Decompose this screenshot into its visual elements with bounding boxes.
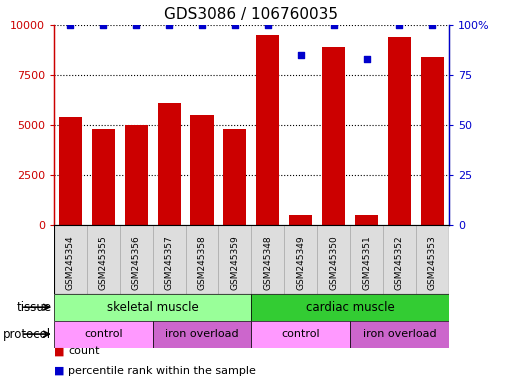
Point [428,22,437,28]
Bar [152,321,251,348]
Bar [223,129,246,225]
Bar [87,225,120,294]
Text: ■: ■ [54,346,64,356]
Point [363,56,371,62]
Point [264,22,272,28]
Bar [355,215,378,225]
Text: GSM245358: GSM245358 [198,235,207,290]
Bar [54,294,251,321]
Bar [388,37,411,225]
Bar [416,225,449,294]
Text: GSM245355: GSM245355 [98,235,108,290]
Text: count: count [68,346,100,356]
Text: GSM245356: GSM245356 [132,235,141,290]
Text: GSM245352: GSM245352 [395,235,404,290]
Point [132,22,140,28]
Bar [219,225,251,294]
Text: tissue: tissue [16,301,51,314]
Bar [251,225,284,294]
Bar [157,103,181,225]
Bar [251,294,449,321]
Bar [284,225,317,294]
Bar [350,225,383,294]
Text: percentile rank within the sample: percentile rank within the sample [68,366,256,376]
Bar [54,321,153,348]
Bar [322,47,345,225]
Text: cardiac muscle: cardiac muscle [306,301,394,314]
Bar [383,225,416,294]
Point [66,22,74,28]
Bar [92,129,115,225]
Text: GSM245350: GSM245350 [329,235,338,290]
Text: GSM245357: GSM245357 [165,235,173,290]
Bar [152,225,186,294]
Bar [289,215,312,225]
Text: ■: ■ [54,366,64,376]
Bar [186,225,219,294]
Text: iron overload: iron overload [165,329,239,339]
Text: GSM245354: GSM245354 [66,235,75,290]
Bar [125,125,148,225]
Point [396,22,404,28]
Text: iron overload: iron overload [363,329,437,339]
Bar [59,117,82,225]
Text: skeletal muscle: skeletal muscle [107,301,199,314]
Bar [54,225,87,294]
Text: protocol: protocol [3,328,51,341]
Bar [256,35,280,225]
Text: GSM245348: GSM245348 [263,235,272,290]
Text: GSM245359: GSM245359 [230,235,240,290]
Point [297,52,305,58]
Bar [190,115,213,225]
Bar [317,225,350,294]
Bar [350,321,449,348]
Text: control: control [282,329,320,339]
Text: control: control [84,329,123,339]
Point [165,22,173,28]
Bar [421,57,444,225]
Text: GSM245353: GSM245353 [428,235,437,290]
Title: GDS3086 / 106760035: GDS3086 / 106760035 [164,7,339,22]
Bar [120,225,152,294]
Point [231,22,239,28]
Point [99,22,107,28]
Point [329,22,338,28]
Point [198,22,206,28]
Text: GSM245349: GSM245349 [296,235,305,290]
Text: GSM245351: GSM245351 [362,235,371,290]
Bar [251,321,350,348]
